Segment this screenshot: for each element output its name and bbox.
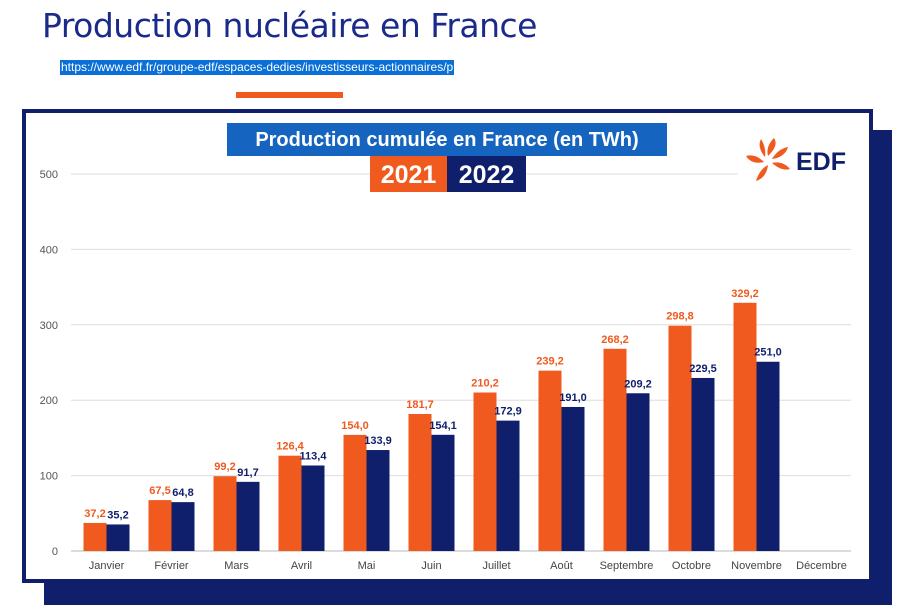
bar-2022 xyxy=(301,465,325,551)
y-tick-label: 0 xyxy=(52,546,58,558)
x-tick-label: Novembre xyxy=(731,560,782,572)
data-label-2022: 191,0 xyxy=(559,392,587,404)
chart-title: Production cumulée en France (en TWh) xyxy=(255,129,638,151)
data-label-2021: 126,4 xyxy=(276,441,304,453)
data-label-2022: 91,7 xyxy=(237,467,258,479)
bar-2021 xyxy=(538,370,562,551)
x-tick-label: Janvier xyxy=(89,560,125,572)
bar-2021 xyxy=(278,455,302,551)
page-title: Production nucléaire en France xyxy=(42,6,537,45)
x-tick-label: Juin xyxy=(421,560,441,572)
x-tick-label: Février xyxy=(154,560,189,572)
x-tick-label: Octobre xyxy=(672,560,711,572)
edf-logo: EDF xyxy=(738,130,856,190)
data-label-2021: 154,0 xyxy=(341,420,369,432)
bar-2022 xyxy=(106,524,130,551)
legend-swatch-2021 xyxy=(370,156,447,192)
source-link[interactable]: https://www.edf.fr/groupe-edf/espaces-de… xyxy=(60,60,455,75)
bar-2021 xyxy=(213,476,237,551)
bar-2021 xyxy=(733,302,757,551)
bar-2021 xyxy=(473,392,497,551)
data-label-2022: 35,2 xyxy=(107,509,128,521)
legend-swatch-2022 xyxy=(447,156,526,192)
y-tick-label: 300 xyxy=(40,320,58,332)
data-label-2022: 172,9 xyxy=(494,406,522,418)
bar-2021 xyxy=(148,500,172,551)
x-tick-label: Mars xyxy=(224,560,249,572)
data-label-2021: 181,7 xyxy=(406,399,434,411)
data-label-2022: 251,0 xyxy=(754,347,782,359)
data-label-2022: 154,1 xyxy=(429,420,457,432)
x-tick-label: Septembre xyxy=(600,560,654,572)
bar-2022 xyxy=(691,377,715,551)
edf-sun-swirl-icon: EDF xyxy=(746,138,846,181)
legend-label-2022: 2022 xyxy=(459,161,515,189)
bar-chart: 0 100 200 300 400 500 Janvier 37,2 35,2 Février 6… xyxy=(40,123,851,572)
data-label-2022: 209,2 xyxy=(624,378,652,390)
data-label-2022: 113,4 xyxy=(300,450,328,462)
bar-2022 xyxy=(236,481,260,551)
bar-2021 xyxy=(343,434,367,551)
data-label-2022: 64,8 xyxy=(172,487,193,499)
data-label-2022: 229,5 xyxy=(689,363,717,375)
accent-divider xyxy=(236,92,343,98)
bar-2021 xyxy=(408,413,432,551)
y-tick-label: 200 xyxy=(40,395,58,407)
data-label-2021: 298,8 xyxy=(666,311,694,323)
data-label-2021: 67,5 xyxy=(149,485,170,497)
chart-area: 0 100 200 300 400 500 Janvier 37,2 35,2 Février 6… xyxy=(26,113,869,579)
y-tick-label: 100 xyxy=(40,471,58,483)
legend-label-2021: 2021 xyxy=(381,161,437,189)
data-label-2021: 210,2 xyxy=(471,378,499,390)
x-tick-label: Mai xyxy=(358,560,376,572)
y-tick-label: 400 xyxy=(40,244,58,256)
chart-title-banner xyxy=(227,123,667,156)
bar-2022 xyxy=(366,450,390,551)
edf-logo-text: EDF xyxy=(796,148,846,176)
x-tick-label: Avril xyxy=(291,560,312,572)
chart-panel: 0 100 200 300 400 500 Janvier 37,2 35,2 Février 6… xyxy=(22,109,873,583)
bar-2022 xyxy=(431,434,455,551)
bar-2021 xyxy=(668,325,692,551)
label-layer: Janvier 37,2 35,2 Février 67,5 64,8 Mars 99,2 91… xyxy=(84,288,847,572)
bar-2022 xyxy=(561,406,585,551)
x-tick-label: Décembre xyxy=(796,560,847,572)
bar-2022 xyxy=(756,361,780,551)
bar-2022 xyxy=(171,502,195,551)
grid-layer: 0 100 200 300 400 500 xyxy=(40,169,851,558)
x-tick-label: Août xyxy=(550,560,573,572)
x-tick-label: Juillet xyxy=(482,560,510,572)
data-label-2021: 239,2 xyxy=(536,356,564,368)
bar-2021 xyxy=(83,522,107,551)
bar-2021 xyxy=(603,348,627,551)
bar-layer xyxy=(83,302,780,551)
data-label-2021: 268,2 xyxy=(601,334,629,346)
bar-2022 xyxy=(496,420,520,551)
data-label-2021: 37,2 xyxy=(84,508,105,520)
data-label-2021: 329,2 xyxy=(731,288,759,300)
y-tick-label: 500 xyxy=(40,169,58,181)
bar-2022 xyxy=(626,393,650,551)
data-label-2021: 99,2 xyxy=(214,461,235,473)
data-label-2022: 133,9 xyxy=(364,435,392,447)
